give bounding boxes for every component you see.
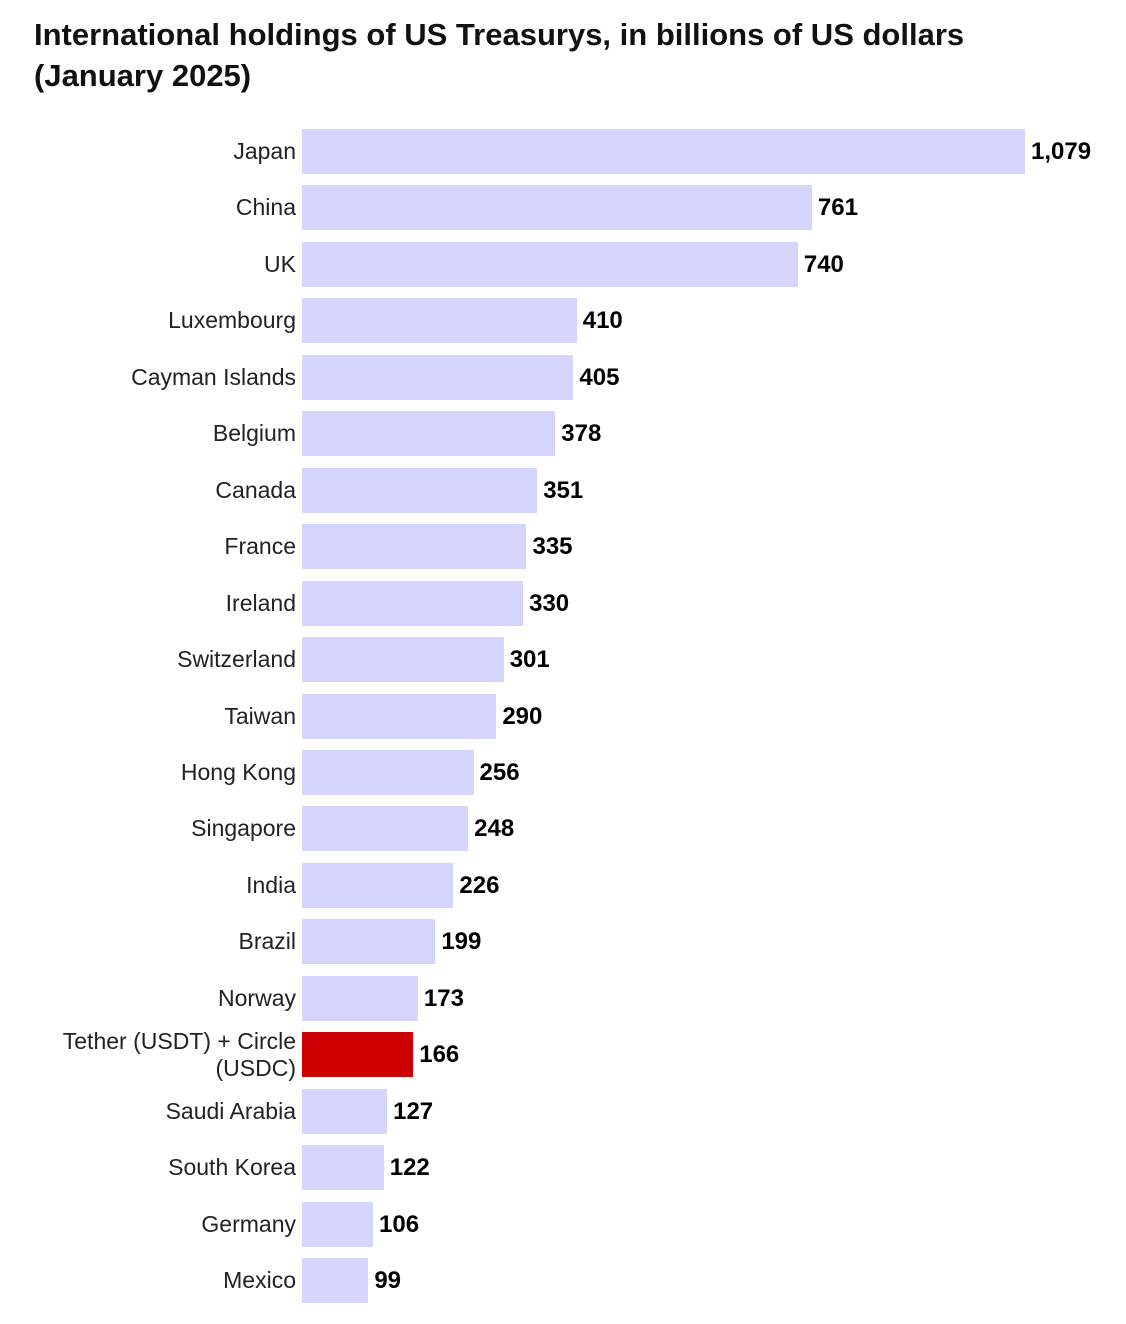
- bar: [302, 580, 524, 626]
- data-label: 173: [423, 984, 464, 1012]
- data-label: 106: [379, 1210, 420, 1238]
- data-label: 199: [441, 928, 482, 956]
- bar: [302, 862, 454, 908]
- data-label: 248: [474, 815, 515, 843]
- bar: [302, 749, 474, 795]
- y-tick-label: Brazil: [238, 928, 296, 955]
- y-tick-label: Luxembourg: [168, 307, 296, 334]
- y-tick-label: Tether (USDT) + Circle (USDC): [62, 1027, 296, 1081]
- bar: [302, 693, 497, 739]
- y-tick-label: Singapore: [191, 815, 296, 842]
- data-label: 335: [532, 533, 573, 561]
- y-tick-label: South Korea: [168, 1154, 296, 1181]
- bar: [302, 1258, 369, 1303]
- y-tick-label: India: [246, 871, 296, 898]
- data-label: 1,079: [1031, 138, 1092, 165]
- y-tick-label: UK: [264, 250, 296, 277]
- data-label: 410: [582, 307, 623, 335]
- data-label: 122: [389, 1154, 430, 1182]
- bar: [302, 806, 469, 852]
- bar: [302, 411, 556, 457]
- data-label: 378: [561, 420, 602, 448]
- y-tick-label: Ireland: [225, 589, 296, 616]
- data-label: 256: [479, 758, 520, 786]
- y-tick-label: Mexico: [223, 1267, 296, 1293]
- data-label: 351: [543, 476, 584, 504]
- bar: [302, 919, 436, 965]
- data-label: 740: [803, 250, 844, 278]
- y-tick-label: Hong Kong: [180, 758, 296, 785]
- y-tick-label: Canada: [215, 476, 296, 503]
- y-tick-label: Cayman Islands: [131, 363, 296, 390]
- data-label: 405: [579, 363, 620, 391]
- y-tick-label: Saudi Arabia: [165, 1097, 296, 1124]
- data-label: 761: [817, 194, 858, 222]
- data-label: 290: [502, 702, 543, 730]
- bar: [302, 524, 527, 570]
- data-label: 166: [419, 1041, 460, 1069]
- bar: [302, 467, 538, 513]
- y-tick-label: Germany: [201, 1210, 296, 1237]
- bar: [302, 1145, 384, 1191]
- bar: [302, 1032, 414, 1078]
- bar: [302, 637, 504, 683]
- data-label: 301: [509, 646, 550, 674]
- y-tick-label: Switzerland: [177, 646, 296, 673]
- bar: [302, 354, 574, 400]
- y-tick-label: Norway: [218, 984, 296, 1011]
- data-label: 226: [459, 871, 500, 899]
- chart-title: International holdings of US Treasurys, …: [34, 17, 965, 93]
- bar: [302, 975, 418, 1021]
- data-label: 127: [393, 1097, 434, 1125]
- y-tick-label: Japan: [233, 138, 296, 164]
- y-tick-label: Taiwan: [224, 702, 296, 729]
- data-label: 99: [374, 1267, 402, 1294]
- bar: [302, 1201, 374, 1247]
- y-tick-label: China: [235, 194, 296, 221]
- bar: [302, 185, 812, 231]
- y-tick-label: Belgium: [212, 420, 296, 447]
- bar: [302, 298, 577, 344]
- data-label: 330: [529, 589, 570, 617]
- bar: [302, 241, 798, 287]
- bar: [302, 129, 1025, 174]
- bar: [302, 1088, 388, 1134]
- y-tick-label: France: [224, 533, 296, 560]
